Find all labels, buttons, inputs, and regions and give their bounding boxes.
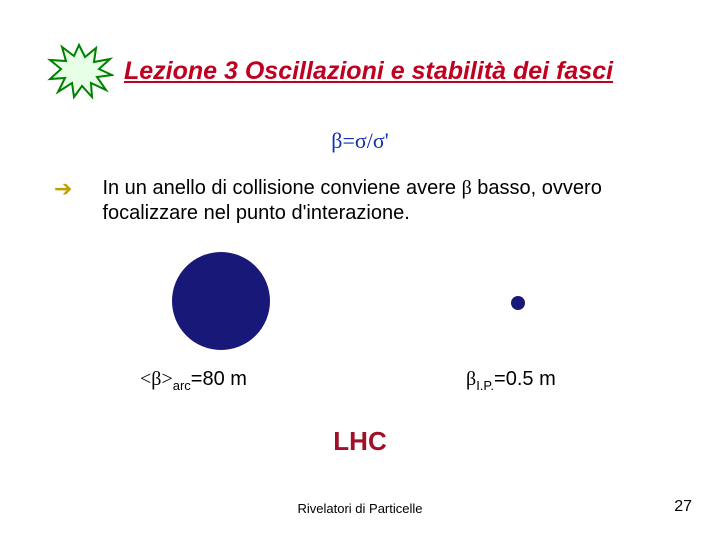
formula: β=σ/σ' xyxy=(0,128,720,154)
slide-title: Lezione 3 Oscillazioni e stabilità dei f… xyxy=(124,57,613,86)
bullet-text: In un anello di collisione conviene aver… xyxy=(102,176,680,226)
arrow-icon: ➔ xyxy=(54,176,72,202)
label-beta-arc: <β>arc=80 m xyxy=(140,368,247,393)
bullet-item: ➔ In un anello di collisione conviene av… xyxy=(54,176,680,226)
page-number: 27 xyxy=(674,498,692,516)
small-circle xyxy=(511,296,525,310)
footer-text: Rivelatori di Particelle xyxy=(0,501,720,516)
big-circle xyxy=(172,252,270,350)
label-beta-ip: βI.P.=0.5 m xyxy=(466,368,556,393)
lhc-label: LHC xyxy=(0,426,720,457)
burst-icon xyxy=(44,42,114,100)
